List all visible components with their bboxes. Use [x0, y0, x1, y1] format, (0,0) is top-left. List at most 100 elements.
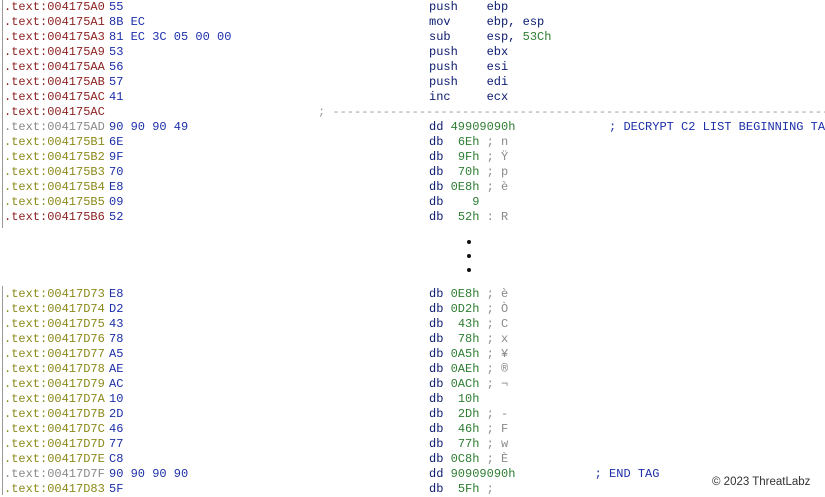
mnemonic: push [429, 0, 487, 14]
listing-line[interactable]: .text:00417D7C 46 db 46h ; F [0, 422, 825, 437]
listing-line[interactable]: .text:00417D7A 10 db 10h [0, 392, 825, 407]
opcode-bytes: 8B EC [109, 15, 146, 29]
opcode-bytes: 57 [109, 75, 124, 89]
address: .text:00417D7C [4, 422, 105, 436]
instruction: db 0C8h ; È [429, 452, 508, 467]
address: .text:004175B6 [4, 210, 105, 224]
listing-line[interactable]: .text:00417D7F 90 90 90 90 dd 90909090h ; … [0, 467, 825, 482]
listing-line[interactable]: .text:004175AD 90 90 90 49 dd 49909090h ; … [0, 120, 825, 135]
char-comment: ; C [479, 317, 509, 331]
instruction: db 0A5h ; ¥ [429, 347, 508, 362]
listing-line[interactable]: .text:00417D83 5F db 5Fh ; [0, 482, 825, 497]
listing-line[interactable]: .text:004175AC 41 inc ecx [0, 90, 825, 105]
numeric-operand: 6Eh [457, 135, 480, 149]
opcode-bytes: A5 [109, 347, 124, 361]
mnemonic: push [429, 60, 487, 74]
address: .text:00417D7B [4, 407, 105, 421]
instruction: db 43h ; C [429, 317, 508, 332]
numeric-operand: 0ACh [450, 377, 480, 391]
mnemonic: db [429, 422, 458, 436]
opcode-bytes: 90 90 90 90 [109, 467, 189, 481]
numeric-operand: 0A5h [450, 347, 480, 361]
listing-line[interactable]: .text:004175AA 56 push esi [0, 60, 825, 75]
ellipsis-dot [467, 268, 471, 272]
padding [515, 467, 594, 481]
listing-line[interactable]: .text:00417D7D 77 db 77h ; w [0, 437, 825, 452]
listing-line[interactable]: .text:004175A0 55 push ebp [0, 0, 825, 15]
instruction: db 78h ; x [429, 332, 508, 347]
ellipsis-dot [467, 254, 471, 258]
address: .text:00417D7D [4, 437, 105, 451]
listing-line[interactable]: .text:004175B4 E8 db 0E8h ; è [0, 180, 825, 195]
mnemonic: db [429, 437, 458, 451]
opcode-bytes: 41 [109, 90, 124, 104]
address: .text:00417D79 [4, 377, 105, 391]
opcode-bytes: 53 [109, 45, 124, 59]
mnemonic: dd [429, 467, 451, 481]
mnemonic: db [429, 150, 458, 164]
instruction: dd 49909090h ; DECRYPT C2 LIST BEGINNING… [429, 120, 825, 135]
address: .text:004175AB [4, 75, 105, 89]
mnemonic: inc [429, 90, 487, 104]
char-comment: ; Ò [479, 302, 509, 316]
numeric-operand: 0AEh [450, 362, 480, 376]
listing-line[interactable]: .text:00417D7B 2D db 2Dh ; - [0, 407, 825, 422]
instruction: db 46h ; F [429, 422, 508, 437]
listing-line[interactable]: .text:004175B2 9F db 9Fh ; Ÿ [0, 150, 825, 165]
padding [515, 120, 609, 134]
numeric-operand: 0E8h [450, 180, 480, 194]
listing-line[interactable]: .text:00417D76 78 db 78h ; x [0, 332, 825, 347]
opcode-bytes: C8 [109, 452, 124, 466]
address: .text:00417D7E [4, 452, 105, 466]
listing-line[interactable]: .text:004175B3 70 db 70h ; p [0, 165, 825, 180]
numeric-operand: 78h [457, 332, 480, 346]
separator-line: ; --------------------------------------… [318, 105, 825, 119]
operand: ebx [486, 45, 509, 59]
address: .text:004175AC [4, 105, 105, 119]
listing-line[interactable]: .text:00417D7E C8 db 0C8h ; È [0, 452, 825, 467]
mnemonic: db [429, 482, 458, 496]
instruction: db 9 [429, 195, 479, 210]
operand: esp, [486, 30, 523, 44]
listing-line[interactable]: .text:00417D75 43 db 43h ; C [0, 317, 825, 332]
numeric-operand: 70h [457, 165, 480, 179]
listing-line[interactable]: .text:00417D77 A5 db 0A5h ; ¥ [0, 347, 825, 362]
listing-line[interactable]: .text:00417D78 AE db 0AEh ; ® [0, 362, 825, 377]
char-comment: ; x [479, 332, 509, 346]
instruction: push edi [429, 75, 508, 90]
opcode-bytes: 6E [109, 135, 124, 149]
listing-left-border [2, 0, 3, 228]
listing-line[interactable]: .text:004175B6 52 db 52h : R [0, 210, 825, 225]
char-comment: ; F [479, 422, 509, 436]
address: .text:00417D7A [4, 392, 105, 406]
address: .text:004175AD [4, 120, 105, 134]
listing-line[interactable]: .text:004175A9 53 push ebx [0, 45, 825, 60]
listing-line[interactable]: .text:00417D79 AC db 0ACh ; ¬ [0, 377, 825, 392]
listing-line[interactable]: .text:004175A3 81 EC 3C 05 00 00 sub esp, … [0, 30, 825, 45]
numeric-operand: 10h [457, 392, 480, 406]
listing-line[interactable]: .text:004175B5 09 db 9 [0, 195, 825, 210]
address: .text:00417D76 [4, 332, 105, 346]
listing-line[interactable]: .text:004175A1 8B EC mov ebp, esp [0, 15, 825, 30]
listing-line[interactable]: .text:004175AB 57 push edi [0, 75, 825, 90]
listing-line[interactable]: .text:00417D73 E8 db 0E8h ; è [0, 287, 825, 302]
mnemonic: db [429, 135, 458, 149]
instruction: db 2Dh ; - [429, 407, 508, 422]
opcode-bytes: E8 [109, 180, 124, 194]
char-comment: ; w [479, 437, 509, 451]
instruction: push ebp [429, 0, 508, 15]
opcode-bytes: 43 [109, 317, 124, 331]
mnemonic: db [429, 180, 451, 194]
listing-line[interactable]: .text:004175AC ; ------------------------… [0, 105, 825, 120]
listing-line[interactable]: .text:00417D74 D2 db 0D2h ; Ò [0, 302, 825, 317]
numeric-operand: 0E8h [450, 287, 480, 301]
numeric-operand: 77h [457, 437, 480, 451]
listing-line[interactable]: .text:004175B1 6E db 6Eh ; n [0, 135, 825, 150]
numeric-operand: 43h [457, 317, 480, 331]
char-comment: ; è [479, 287, 509, 301]
mnemonic: sub [429, 30, 487, 44]
opcode-bytes: 10 [109, 392, 124, 406]
address: .text:00417D7F [4, 467, 105, 481]
char-comment: ; è [479, 180, 509, 194]
instruction: db 9Fh ; Ÿ [429, 150, 508, 165]
